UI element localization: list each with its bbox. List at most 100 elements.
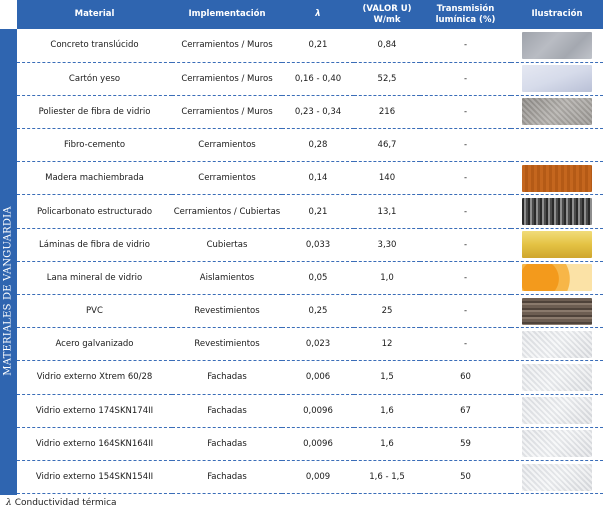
table-row: Concreto translúcido Cerramientos / Muros… bbox=[17, 29, 603, 63]
cell-lambda: 0,16 - 0,40 bbox=[282, 62, 354, 96]
cell-ilustracion bbox=[511, 261, 603, 296]
cell-ilustracion bbox=[511, 460, 603, 495]
header-lambda: λ bbox=[315, 9, 321, 19]
cell-lambda: 0,28 bbox=[282, 128, 354, 163]
cell-ilustracion bbox=[511, 29, 603, 63]
cell-valor-u: 12 bbox=[354, 327, 420, 362]
cell-ilustracion bbox=[511, 394, 603, 428]
cell-material: Cartón yeso bbox=[17, 62, 172, 96]
header-ilustracion: Ilustración bbox=[531, 9, 583, 19]
cell-implementacion: Cerramientos bbox=[172, 161, 282, 196]
cell-material: Concreto translúcido bbox=[17, 29, 172, 63]
cell-lambda: 0,0096 bbox=[282, 394, 354, 428]
material-image-glass bbox=[522, 397, 592, 425]
footnote-symbol: λ bbox=[6, 498, 12, 508]
cell-transmision: - bbox=[420, 29, 511, 63]
table-row: Vidrio externo 154SKN154II Fachadas 0,009 1… bbox=[17, 460, 603, 495]
material-image-poliester bbox=[522, 98, 592, 126]
cell-valor-u: 13,1 bbox=[354, 194, 420, 229]
cell-transmision: - bbox=[420, 194, 511, 229]
table-row: Acero galvanizado Revestimientos 0,023 12- bbox=[17, 327, 603, 362]
cell-material: Vidrio externo 154SKN154II bbox=[17, 460, 172, 495]
material-image-concreto bbox=[522, 31, 592, 59]
cell-implementacion: Fachadas bbox=[172, 460, 282, 495]
cell-valor-u: 1,0 bbox=[354, 261, 420, 296]
cell-material: Acero galvanizado bbox=[17, 327, 172, 362]
cell-implementacion: Cerramientos bbox=[172, 128, 282, 163]
side-label: MATERIALES DE VANGUARDIA bbox=[2, 206, 14, 376]
cell-ilustracion bbox=[511, 360, 603, 395]
cell-lambda: 0,05 bbox=[282, 261, 354, 296]
header-material: Material bbox=[74, 9, 115, 19]
cell-implementacion: Revestimientos bbox=[172, 327, 282, 362]
cell-ilustracion bbox=[511, 95, 603, 130]
table-row: Poliester de fibra de vidrio Cerramientos… bbox=[17, 95, 603, 130]
material-image-glass bbox=[522, 330, 592, 358]
cell-material: Poliester de fibra de vidrio bbox=[17, 95, 172, 130]
header-implementacion: Implementación bbox=[188, 9, 266, 19]
material-image-policarbonato bbox=[522, 198, 592, 226]
cell-transmision: 67 bbox=[420, 394, 511, 428]
table-row: Láminas de fibra de vidrio Cubiertas 0,033… bbox=[17, 228, 603, 262]
cell-ilustracion bbox=[511, 228, 603, 262]
table-row: Policarbonato estructurado Cerramientos /… bbox=[17, 194, 603, 229]
cell-transmision: - bbox=[420, 128, 511, 163]
cell-lambda: 0,009 bbox=[282, 460, 354, 495]
cell-valor-u: 3,30 bbox=[354, 228, 420, 262]
cell-ilustracion bbox=[511, 427, 603, 461]
cell-ilustracion bbox=[511, 194, 603, 229]
cell-ilustracion bbox=[511, 128, 603, 163]
cell-material: Vidrio externo 164SKN164II bbox=[17, 427, 172, 461]
cell-transmision: - bbox=[420, 161, 511, 196]
cell-valor-u: 52,5 bbox=[354, 62, 420, 96]
header-valor-u-line2: W/mk bbox=[373, 14, 401, 25]
cell-material: Policarbonato estructurado bbox=[17, 194, 172, 229]
materials-figure: MATERIALES DE VANGUARDIA Material Implem… bbox=[0, 0, 603, 495]
cell-material: Madera machiembrada bbox=[17, 161, 172, 196]
cell-transmision: 50 bbox=[420, 460, 511, 495]
cell-valor-u: 216 bbox=[354, 95, 420, 130]
cell-valor-u: 0,84 bbox=[354, 29, 420, 63]
cell-lambda: 0,21 bbox=[282, 194, 354, 229]
table-row: Vidrio externo 174SKN174II Fachadas 0,0096… bbox=[17, 394, 603, 428]
material-image-glass bbox=[522, 463, 592, 491]
cell-implementacion: Fachadas bbox=[172, 360, 282, 395]
cell-transmision: - bbox=[420, 327, 511, 362]
cell-transmision: - bbox=[420, 294, 511, 329]
material-image-pvc bbox=[522, 297, 592, 325]
cell-lambda: 0,21 bbox=[282, 29, 354, 63]
footnote-text: Conductividad térmica bbox=[14, 498, 117, 508]
cell-valor-u: 1,6 - 1,5 bbox=[354, 460, 420, 495]
cell-transmision: - bbox=[420, 228, 511, 262]
cell-implementacion: Aislamientos bbox=[172, 261, 282, 296]
cell-valor-u: 46,7 bbox=[354, 128, 420, 163]
cell-transmision: 59 bbox=[420, 427, 511, 461]
table-body: Concreto translúcido Cerramientos / Muros… bbox=[17, 29, 603, 495]
table-header-row: Material Implementación λ (VALOR U) W/mk… bbox=[17, 0, 603, 29]
cell-implementacion: Cerramientos / Muros bbox=[172, 29, 282, 63]
table-row: Vidrio externo 164SKN164II Fachadas 0,0096… bbox=[17, 427, 603, 461]
material-image-glass bbox=[522, 363, 592, 391]
cell-valor-u: 1,6 bbox=[354, 427, 420, 461]
cell-material: Fibro-cemento bbox=[17, 128, 172, 163]
cell-transmision: - bbox=[420, 62, 511, 96]
cell-implementacion: Revestimientos bbox=[172, 294, 282, 329]
cell-implementacion: Fachadas bbox=[172, 427, 282, 461]
cell-lambda: 0,023 bbox=[282, 327, 354, 362]
table-row: Cartón yeso Cerramientos / Muros 0,16 - 0,… bbox=[17, 62, 603, 96]
cell-material: Lana mineral de vidrio bbox=[17, 261, 172, 296]
table-row: Vidrio externo Xtrem 60/28 Fachadas 0,006 1… bbox=[17, 360, 603, 395]
cell-material: PVC bbox=[17, 294, 172, 329]
cell-implementacion: Cerramientos / Cubiertas bbox=[172, 194, 282, 229]
cell-implementacion: Cubiertas bbox=[172, 228, 282, 262]
cell-valor-u: 1,6 bbox=[354, 394, 420, 428]
table-row: Madera machiembrada Cerramientos 0,14 140- bbox=[17, 161, 603, 196]
cell-lambda: 0,006 bbox=[282, 360, 354, 395]
side-band: MATERIALES DE VANGUARDIA bbox=[0, 29, 17, 495]
cell-implementacion: Fachadas bbox=[172, 394, 282, 428]
cell-ilustracion bbox=[511, 62, 603, 96]
table-row: PVC Revestimientos 0,25 25- bbox=[17, 294, 603, 329]
cell-valor-u: 140 bbox=[354, 161, 420, 196]
cell-material: Vidrio externo 174SKN174II bbox=[17, 394, 172, 428]
material-image-laminas bbox=[522, 231, 592, 259]
